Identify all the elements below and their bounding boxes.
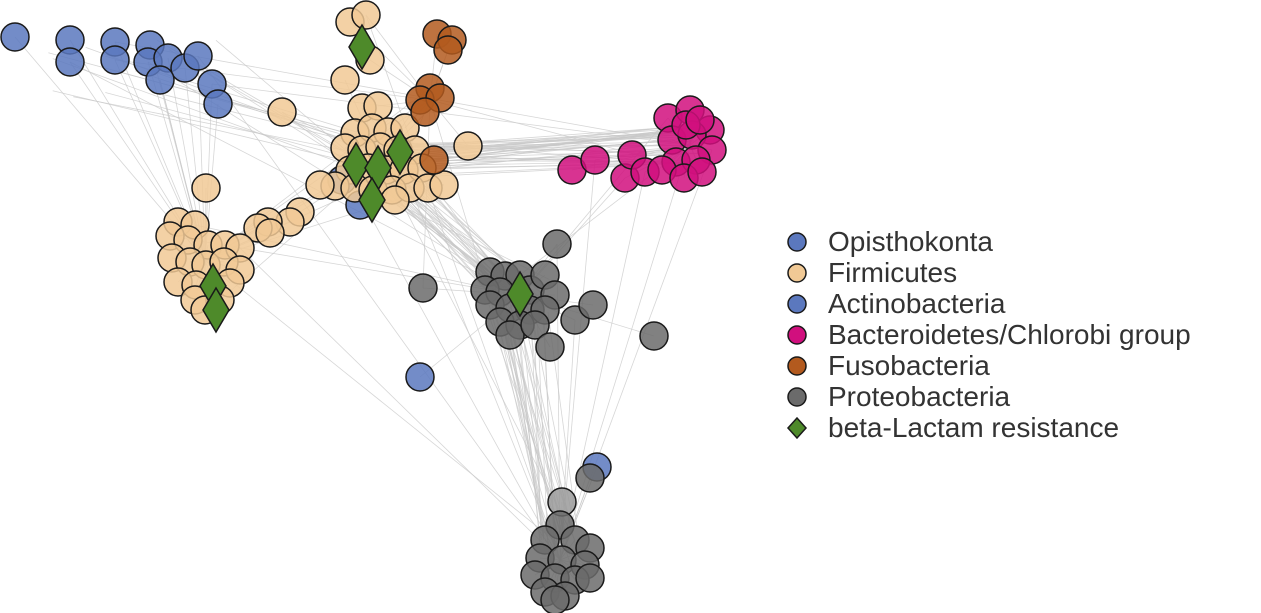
node-fusobacteria xyxy=(433,35,463,65)
node-firmicutes xyxy=(453,131,483,161)
node-bacteroidetes xyxy=(580,145,610,175)
node-betalactam-diamond xyxy=(348,23,376,71)
node-proteobacteria xyxy=(578,290,608,320)
legend-label: beta-Lactam resistance xyxy=(828,412,1120,443)
node-bacteroidetes xyxy=(685,105,715,135)
node-betalactam-diamond xyxy=(202,286,230,334)
edge xyxy=(559,134,693,561)
circle-marker-icon xyxy=(786,262,808,284)
circle-marker-icon xyxy=(786,355,808,377)
legend-item-betalactam: beta-Lactam resistance xyxy=(786,412,1191,443)
circle-marker-icon xyxy=(786,324,808,346)
node-fusobacteria xyxy=(419,145,449,175)
edge xyxy=(354,187,561,561)
node-betalactam-diamond xyxy=(506,270,534,318)
node-betalactam-diamond xyxy=(342,141,370,189)
node-opisthokonta xyxy=(0,22,30,52)
edge xyxy=(69,61,521,296)
network-graph xyxy=(0,0,727,613)
node-proteobacteria xyxy=(520,310,550,340)
circle-marker-icon xyxy=(786,293,808,315)
node-actinobacteria xyxy=(405,362,435,392)
legend-item-fusobacteria: Fusobacteria xyxy=(786,350,1191,381)
node-bacteroidetes xyxy=(687,157,717,187)
node-betalactam-diamond xyxy=(386,128,414,176)
legend-label: Firmicutes xyxy=(828,257,958,288)
node-firmicutes xyxy=(330,65,360,95)
node-opisthokonta xyxy=(100,45,130,75)
node-firmicutes xyxy=(191,173,221,203)
edge xyxy=(365,14,561,561)
edge xyxy=(73,96,375,157)
legend-item-bacteroidetes: Bacteroidetes/Chlorobi group xyxy=(786,319,1191,350)
node-proteobacteria xyxy=(408,273,438,303)
node-opisthokonta xyxy=(203,89,233,119)
node-proteobacteria xyxy=(575,563,605,593)
legend-label: Proteobacteria xyxy=(828,381,1011,412)
edge xyxy=(204,259,586,566)
legend-label: Opisthokonta xyxy=(828,226,993,257)
circle-marker-icon xyxy=(786,386,808,408)
node-proteobacteria xyxy=(540,585,570,613)
edge xyxy=(154,92,369,147)
node-proteobacteria xyxy=(575,463,605,493)
legend-item-opisthokonta: Opisthokonta xyxy=(786,226,1191,257)
edge xyxy=(387,136,674,145)
node-proteobacteria xyxy=(535,332,565,362)
node-betalactam-diamond xyxy=(358,176,386,224)
diamond-marker-icon xyxy=(786,416,808,439)
node-opisthokonta xyxy=(145,65,175,95)
node-firmicutes xyxy=(351,0,381,30)
node-proteobacteria xyxy=(495,320,525,350)
legend: Opisthokonta Firmicutes Actinobacteria Bact… xyxy=(786,226,1191,443)
circle-marker-icon xyxy=(786,231,808,253)
legend-item-actinobacteria: Actinobacteria xyxy=(786,288,1191,319)
node-firmicutes xyxy=(267,97,297,127)
node-opisthokonta xyxy=(55,47,85,77)
legend-label: Actinobacteria xyxy=(828,288,1006,319)
legend-item-proteobacteria: Proteobacteria xyxy=(786,381,1191,412)
node-firmicutes xyxy=(429,170,459,200)
network-nodes xyxy=(0,0,727,613)
legend-label: Fusobacteria xyxy=(828,350,990,381)
edge xyxy=(239,247,561,561)
legend-item-firmicutes: Firmicutes xyxy=(786,257,1191,288)
node-opisthokonta xyxy=(183,41,213,71)
edge xyxy=(211,83,691,146)
node-firmicutes xyxy=(305,170,335,200)
legend-label: Bacteroidetes/Chlorobi group xyxy=(828,319,1191,350)
node-proteobacteria xyxy=(542,229,572,259)
node-firmicutes xyxy=(255,218,285,248)
node-proteobacteria xyxy=(639,321,669,351)
node-fusobacteria xyxy=(410,97,440,127)
